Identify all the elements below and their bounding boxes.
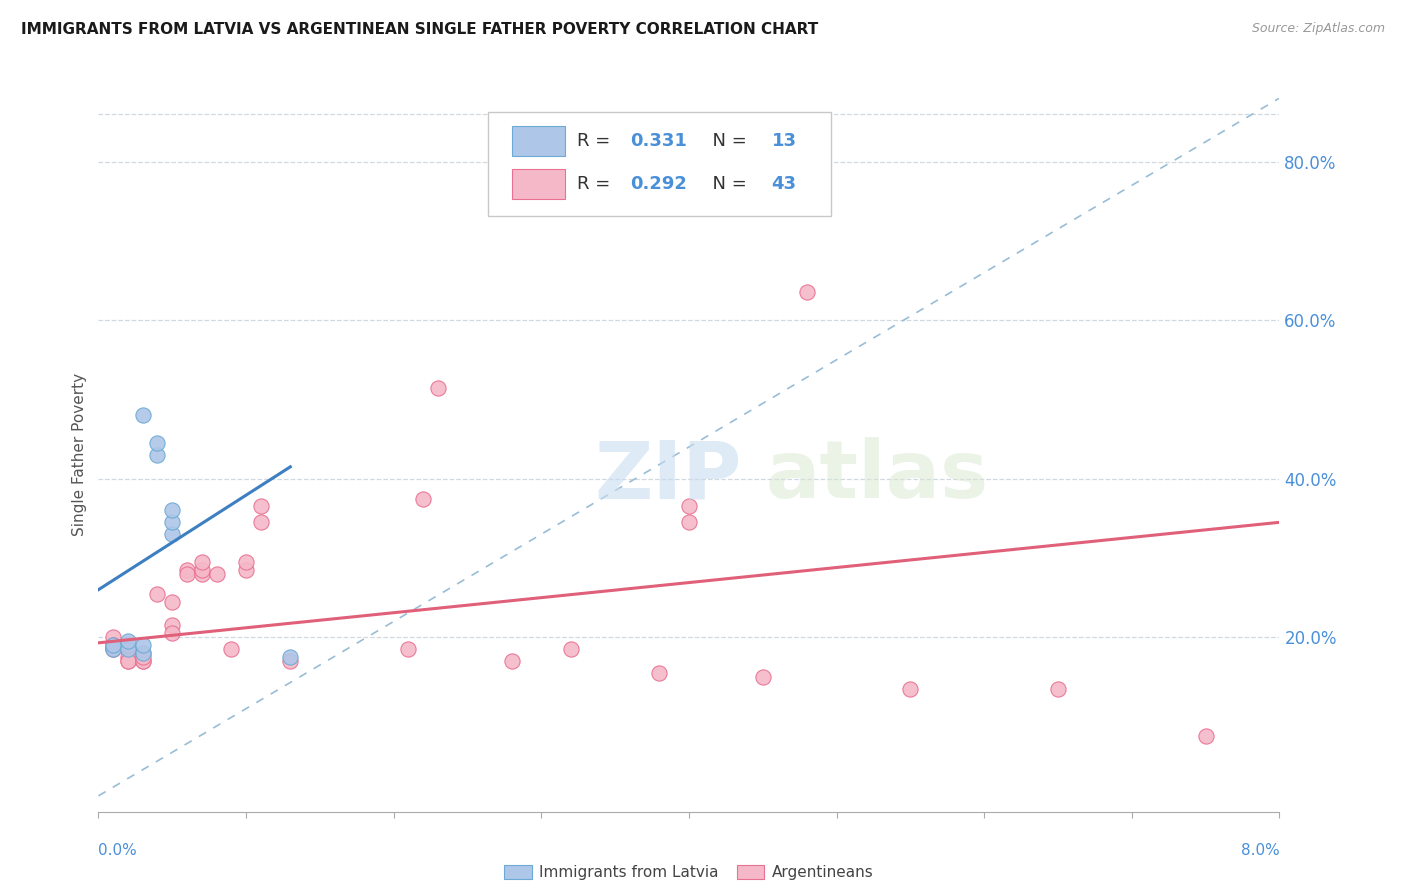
Point (250, 500, 273, 514)
Point (278, 654, 302, 668)
Text: 0.0%: 0.0% (98, 843, 138, 858)
Text: N =: N = (700, 175, 752, 193)
Point (176, 563, 198, 577)
Point (103, 642, 125, 657)
Text: 43: 43 (772, 175, 797, 193)
Point (117, 654, 139, 668)
Point (191, 555, 214, 569)
Point (162, 527, 183, 541)
Text: 8.0%: 8.0% (1240, 843, 1279, 858)
Point (162, 594, 183, 608)
Point (412, 491, 434, 506)
Text: R =: R = (576, 175, 616, 193)
Point (132, 654, 155, 668)
FancyBboxPatch shape (512, 169, 565, 199)
Point (162, 503, 183, 517)
Text: N =: N = (700, 132, 752, 150)
Text: 0.292: 0.292 (630, 175, 686, 193)
Point (648, 665, 671, 680)
Point (191, 563, 214, 577)
Point (132, 646, 155, 660)
Point (396, 642, 419, 657)
Point (678, 516, 700, 530)
Point (117, 650, 139, 665)
Point (162, 618, 183, 632)
Point (278, 650, 302, 665)
Text: Source: ZipAtlas.com: Source: ZipAtlas.com (1251, 22, 1385, 36)
Point (219, 642, 242, 657)
Point (117, 642, 139, 657)
Point (117, 634, 139, 648)
Point (103, 638, 125, 652)
Point (176, 566, 198, 581)
Point (103, 642, 125, 657)
Point (132, 646, 155, 660)
Point (132, 654, 155, 668)
Text: 13: 13 (772, 132, 797, 150)
Point (132, 409, 155, 423)
Legend: Immigrants from Latvia, Argentineans: Immigrants from Latvia, Argentineans (498, 859, 880, 886)
Point (132, 650, 155, 665)
Point (117, 654, 139, 668)
Point (103, 638, 125, 652)
Point (235, 563, 257, 577)
Point (146, 448, 169, 462)
Point (1046, 681, 1069, 696)
Text: 0.331: 0.331 (630, 132, 686, 150)
Point (103, 630, 125, 644)
Point (426, 380, 449, 394)
Point (796, 285, 818, 300)
Point (900, 681, 922, 696)
Point (1194, 730, 1216, 744)
Point (146, 436, 169, 450)
Point (162, 516, 183, 530)
Point (678, 500, 700, 514)
Point (235, 555, 257, 569)
Point (132, 638, 155, 652)
Point (117, 642, 139, 657)
Text: ZIP: ZIP (595, 437, 742, 516)
Point (751, 670, 773, 684)
Point (103, 642, 125, 657)
Point (205, 566, 228, 581)
Point (250, 516, 273, 530)
Point (117, 638, 139, 652)
Point (560, 642, 582, 657)
Text: R =: R = (576, 132, 616, 150)
FancyBboxPatch shape (488, 112, 831, 216)
Y-axis label: Single Father Poverty: Single Father Poverty (72, 374, 87, 536)
Point (146, 587, 169, 601)
Point (191, 566, 214, 581)
Point (103, 638, 125, 652)
FancyBboxPatch shape (512, 126, 565, 156)
Text: atlas: atlas (766, 437, 988, 516)
Point (501, 654, 523, 668)
Point (162, 626, 183, 640)
Text: IMMIGRANTS FROM LATVIA VS ARGENTINEAN SINGLE FATHER POVERTY CORRELATION CHART: IMMIGRANTS FROM LATVIA VS ARGENTINEAN SI… (21, 22, 818, 37)
